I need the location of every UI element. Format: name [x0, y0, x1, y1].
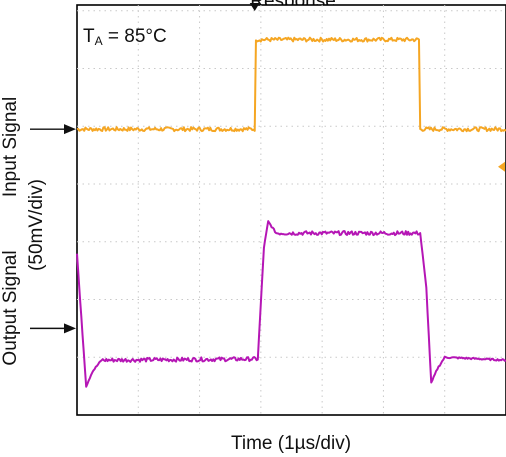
- level-marker-icon: [498, 161, 505, 172]
- x-axis-label: Time (1µs/div): [231, 433, 351, 454]
- grid-lines: [77, 5, 506, 415]
- input-signal-trace: [76, 36, 506, 133]
- output-signal-trace: [76, 220, 506, 388]
- output-arrow-icon: [30, 323, 76, 334]
- plot-frame: [76, 4, 506, 416]
- y-label-output: Output Signal: [0, 250, 21, 365]
- y-label-scale: (50mV/div): [26, 179, 47, 271]
- temperature-annotation: TA = 85°C: [83, 26, 167, 48]
- y-label-input: Input Signal: [0, 97, 21, 197]
- waveform-traces: [76, 36, 506, 388]
- trigger-marker-icon: [249, 3, 260, 11]
- input-arrow-icon: [30, 124, 76, 135]
